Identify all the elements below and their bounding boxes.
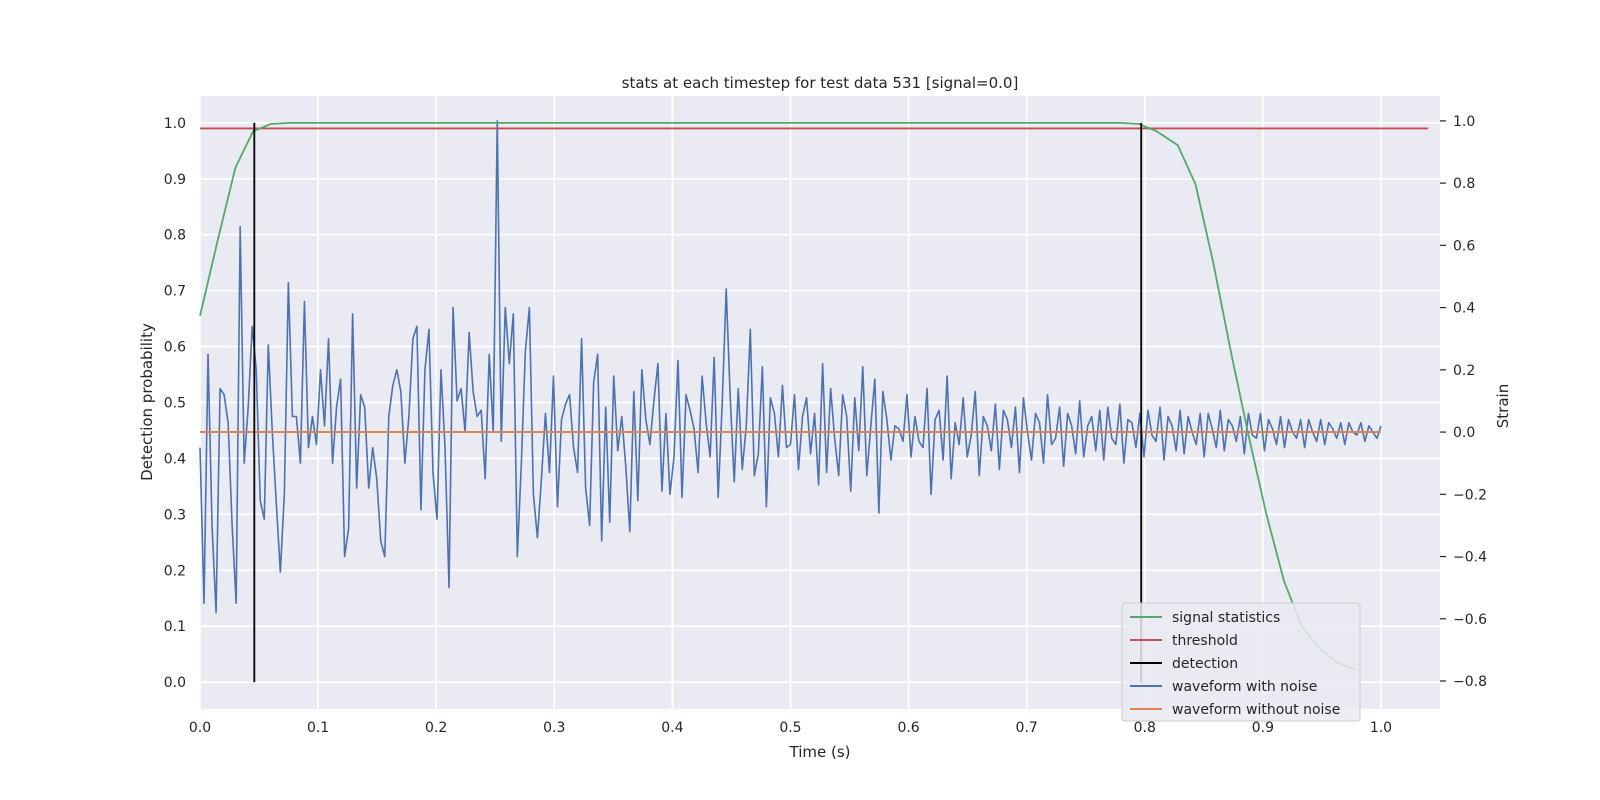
legend-box [1121, 602, 1361, 722]
x-tick-label: 0.8 [1134, 720, 1156, 736]
x-tick-label: 0.2 [425, 720, 447, 736]
y-axis-label-left: Detection probability [138, 323, 156, 481]
x-tick-label: 0.3 [543, 720, 565, 736]
x-tick-label: 0.7 [1016, 720, 1038, 736]
legend-label-detection: detection [1172, 656, 1238, 672]
legend-label-signal-statistics: signal statistics [1172, 610, 1280, 626]
ticks-layer: 0.0 0.1 0.2 0.3 0.4 0.5 0.6 0.7 0.8 0.9 1.0 0.0 0.1 0… [164, 114, 1487, 736]
legend-label-threshold: threshold [1172, 633, 1238, 649]
y-right-tick-label: 0.6 [1453, 238, 1475, 254]
y-right-tick-label: 1.0 [1453, 114, 1475, 130]
y-left-tick-label: 0.3 [164, 507, 186, 523]
y-left-tick-label: 0.6 [164, 340, 186, 356]
y-left-tick-label: 0.8 [164, 228, 186, 244]
x-tick-label: 0.5 [779, 720, 801, 736]
y-right-tick-label: 0.4 [1453, 301, 1475, 317]
y-right-tick-label: 0.2 [1453, 363, 1475, 379]
y-left-tick-label: 0.1 [164, 619, 186, 635]
y-right-tick-label: 0.8 [1453, 176, 1475, 192]
y-left-tick-label: 0.5 [164, 396, 186, 412]
y-axis-label-right: Strain [1494, 384, 1512, 428]
legend-label-waveform-without-noise: waveform without noise [1172, 702, 1340, 718]
y-left-tick-label: 0.7 [164, 284, 186, 300]
x-tick-label: 0.9 [1252, 720, 1274, 736]
x-tick-label: 1.0 [1370, 720, 1392, 736]
series-layer [199, 120, 1429, 683]
series-waveform-with-noise [199, 120, 1382, 614]
legend: signal statistics threshold detection wa… [1121, 602, 1361, 722]
x-tick-label: 0.0 [189, 720, 211, 736]
x-axis-label: Time (s) [789, 743, 851, 761]
y-left-tick-label: 1.0 [164, 116, 186, 132]
y-left-tick-label: 0.0 [164, 675, 186, 691]
y-left-tick-label: 0.4 [164, 451, 186, 467]
y-right-tick-label: −0.2 [1453, 487, 1487, 503]
y-right-tick-label: −0.8 [1453, 674, 1487, 690]
series-signal-statistics [199, 121, 1356, 671]
y-left-tick-label: 0.9 [164, 172, 186, 188]
chart-title: stats at each timestep for test data 531… [622, 74, 1019, 92]
y-right-tick-label: −0.6 [1453, 612, 1487, 628]
y-right-tick-label: 0.0 [1453, 425, 1475, 441]
x-tick-label: 0.6 [897, 720, 919, 736]
x-tick-label: 0.1 [307, 720, 329, 736]
y-left-tick-label: 0.2 [164, 563, 186, 579]
legend-label-waveform-with-noise: waveform with noise [1172, 679, 1317, 695]
y-right-tick-label: −0.4 [1453, 550, 1487, 566]
x-tick-label: 0.4 [661, 720, 683, 736]
